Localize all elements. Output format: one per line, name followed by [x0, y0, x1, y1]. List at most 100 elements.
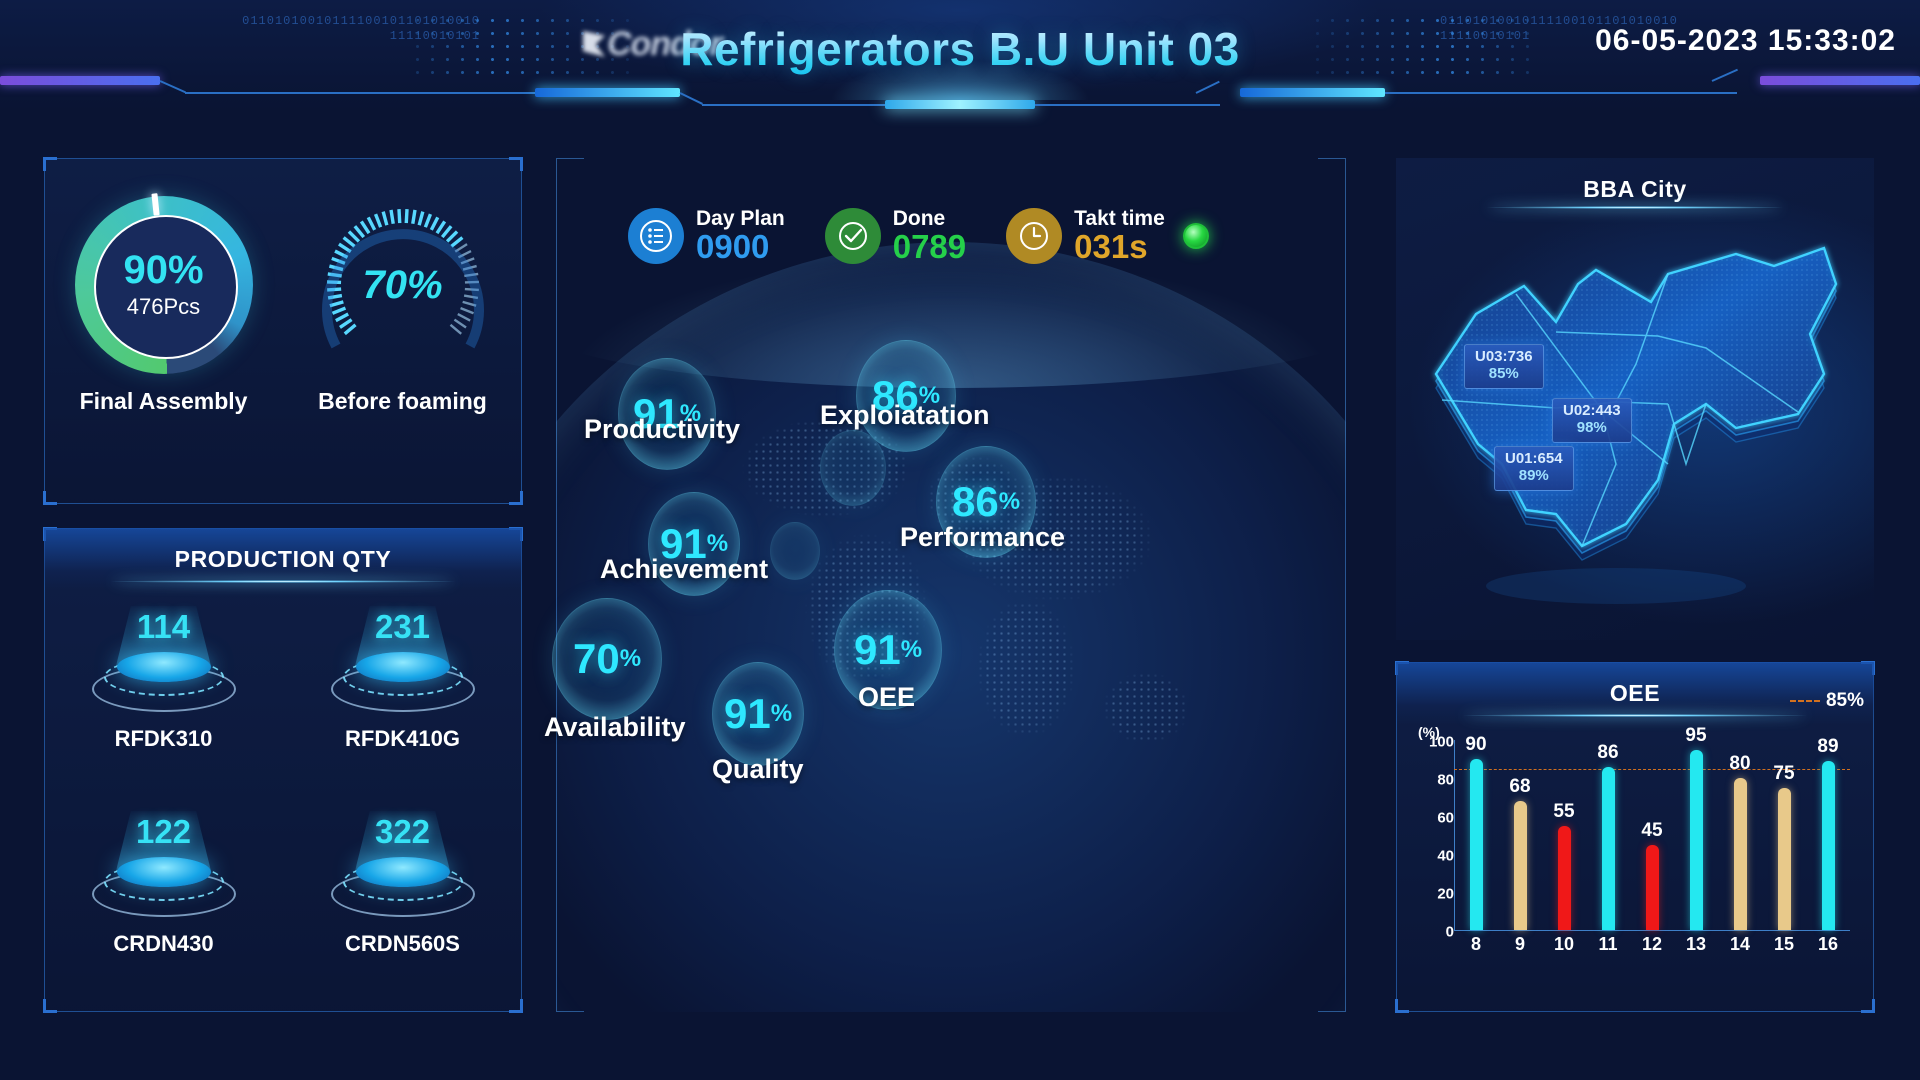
bubble-achievement[interactable]: 91% — [648, 492, 740, 596]
bubble-label-oee: OEE — [858, 682, 916, 712]
map-marker-id: U01:654 — [1505, 450, 1563, 467]
map-marker[interactable]: U01:654 89% — [1494, 446, 1574, 491]
gauge-final-assembly[interactable]: 90% 476Pcs Final Assembly — [64, 193, 264, 542]
panel-title: OEE — [1396, 662, 1874, 724]
x-axis-tick-label: 8 — [1470, 934, 1481, 954]
x-axis-tick-label: 11 — [1598, 934, 1618, 954]
bubble-label-achievement: Achievement — [600, 554, 769, 584]
x-axis-tick-label: 12 — [1641, 934, 1663, 954]
bar-column[interactable]: 89 — [1806, 736, 1850, 930]
bubble-quality[interactable]: 91% — [712, 662, 804, 766]
x-axis-tick-label: 9 — [1514, 934, 1525, 954]
bubble-exploitation[interactable]: 86% — [856, 340, 956, 452]
kpi-value: 0900 — [696, 227, 770, 265]
bar-column[interactable]: 75 — [1762, 740, 1806, 930]
header-divider — [0, 68, 1920, 110]
kpi-label: Done — [892, 206, 946, 230]
y-axis-tick-label: 60 — [1437, 809, 1454, 827]
check-circle-icon — [824, 208, 881, 264]
bar-value-label: 95 — [1685, 724, 1707, 746]
bar-value-label: 75 — [1773, 762, 1795, 784]
city-map-graphic[interactable] — [1406, 214, 1866, 629]
bubble-unit: % — [918, 382, 941, 409]
bubble-label-productivity: Productivity — [584, 414, 741, 444]
target-threshold-line — [1454, 768, 1850, 770]
bubble-productivity[interactable]: 91% — [618, 358, 716, 470]
bar-column[interactable]: 80 — [1718, 740, 1762, 930]
map-marker[interactable]: U02:443 98% — [1552, 398, 1632, 443]
kpi-takt-time[interactable]: Takt time 031s — [1006, 207, 1209, 265]
map-marker-pct: 98% — [1576, 418, 1607, 436]
holo-pedestal-icon: 114 — [89, 606, 239, 716]
qty-label: RFDK310 — [114, 726, 213, 751]
kpi-done[interactable]: Done 0789 — [824, 206, 966, 265]
holo-pedestal-icon: 231 — [328, 606, 478, 716]
kpi-day-plan[interactable]: Day Plan 0900 — [628, 207, 785, 265]
bubble-unit: % — [679, 400, 702, 427]
gauge-label: Before foaming — [318, 388, 487, 414]
x-axis-tick-label: 16 — [1817, 934, 1839, 954]
bubble-decorative — [820, 430, 886, 506]
qty-item[interactable]: 322 CRDN560S — [283, 799, 522, 1004]
title-underline-glow — [1486, 206, 1784, 209]
bar-column[interactable]: 45 — [1630, 740, 1674, 930]
dot-grid-decoration-right — [1310, 14, 1540, 78]
target-legend: 85% — [1789, 690, 1864, 712]
bar — [1557, 825, 1571, 930]
gauge-before-foaming[interactable]: 70% Before foaming — [303, 196, 503, 542]
bubble-unit: % — [770, 700, 793, 727]
y-axis-ticks: 0 20 40 60 80 100 — [1408, 734, 1454, 941]
bar-value-label: 55 — [1553, 800, 1575, 822]
bar-column[interactable]: 55 — [1542, 740, 1586, 930]
bar-value-label: 89 — [1817, 735, 1839, 757]
corner-bracket-icon — [1861, 999, 1875, 1013]
y-axis-tick-label: 40 — [1437, 847, 1454, 865]
kpi-value: 031s — [1074, 227, 1148, 265]
corner-bracket-icon — [1395, 999, 1409, 1013]
header-glow — [830, 60, 1090, 100]
bubble-unit: % — [619, 645, 642, 672]
y-axis-tick-label: 100 — [1428, 733, 1454, 751]
bubble-label-availability: Availability — [544, 712, 686, 742]
production-qty-panel: PRODUCTION QTY 114 RFDK310 231 RFDK410G … — [43, 527, 523, 1013]
oee-bar-chart: (%) 0 20 40 60 80 100 85% 90 68 55 86 45 95 80 75 89 … — [1396, 690, 1874, 1012]
qty-item[interactable]: 114 RFDK310 — [44, 594, 283, 799]
bar — [1733, 778, 1747, 930]
oee-chart-panel: OEE (%) 0 20 40 60 80 100 85% 90 68 55 86 45 95 80 7… — [1395, 661, 1875, 1013]
bubble-label-performance: Performance — [900, 522, 1066, 552]
qty-value: 231 — [374, 608, 431, 645]
bar-value-label: 80 — [1729, 753, 1751, 774]
qty-item[interactable]: 231 RFDK410G — [283, 594, 522, 799]
y-axis-tick-label: 80 — [1437, 771, 1454, 789]
bar-column[interactable]: 95 — [1674, 725, 1718, 930]
bar — [1469, 759, 1483, 930]
bubble-value: 91 — [853, 626, 901, 673]
bar-column[interactable]: 86 — [1586, 740, 1630, 930]
x-axis-tick-label: 13 — [1685, 934, 1707, 954]
qty-value: 114 — [136, 608, 191, 645]
qty-label: CRDN430 — [113, 931, 214, 956]
bar-column[interactable]: 90 — [1454, 734, 1498, 930]
map-marker[interactable]: U03:736 85% — [1464, 344, 1544, 389]
bubble-value: 91 — [723, 690, 771, 737]
target-dash-icon — [1789, 700, 1820, 702]
y-axis-tick-label: 20 — [1437, 885, 1454, 903]
gauge-subvalue: 476Pcs — [126, 294, 201, 319]
bar-value-label: 90 — [1465, 734, 1487, 755]
bubble-oee[interactable]: 91% — [834, 590, 942, 710]
y-axis-line — [1454, 740, 1455, 930]
map-marker-pct: 89% — [1518, 466, 1549, 484]
gauge-percent: 70% — [362, 262, 443, 307]
brand-mark-icon — [583, 31, 605, 57]
bubble-performance[interactable]: 86% — [936, 446, 1036, 558]
qty-item[interactable]: 122 CRDN430 — [44, 799, 283, 1004]
bar-column[interactable]: 68 — [1498, 740, 1542, 930]
bubble-value: 91 — [632, 390, 680, 437]
status-led-indicator — [1182, 223, 1209, 249]
bubble-availability[interactable]: 70% — [552, 598, 662, 720]
qty-label: CRDN560S — [345, 931, 460, 956]
bar — [1601, 766, 1615, 930]
bubble-decorative — [770, 522, 820, 580]
x-axis-line — [1454, 930, 1850, 931]
panel-frame — [556, 158, 1346, 1012]
